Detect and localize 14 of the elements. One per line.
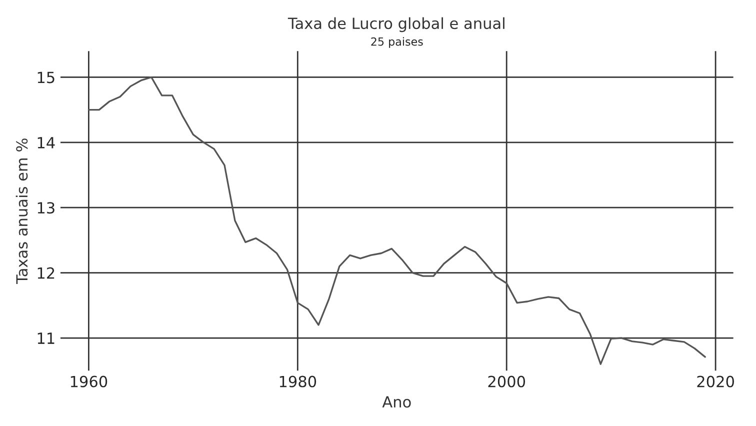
x-tick-label: 2020 — [697, 376, 734, 388]
x-tick-label: 2000 — [488, 376, 526, 388]
y-tick-label: 14 — [38, 137, 55, 148]
chart-title: Taxa de Lucro global e anual — [288, 17, 504, 32]
x-tick-label: 1960 — [70, 376, 108, 388]
y-tick-label: 13 — [38, 202, 54, 214]
y-axis-title: Taxas anuais em % — [16, 138, 28, 284]
y-tick-label: 11 — [38, 332, 54, 344]
chart-subtitle: 25 paises — [371, 37, 423, 48]
y-tick-label: 15 — [38, 72, 54, 84]
x-tick-label: 1980 — [280, 376, 316, 388]
line-series — [88, 76, 706, 365]
x-axis-title: Ano — [382, 396, 411, 408]
y-tick-label: 12 — [38, 267, 54, 279]
